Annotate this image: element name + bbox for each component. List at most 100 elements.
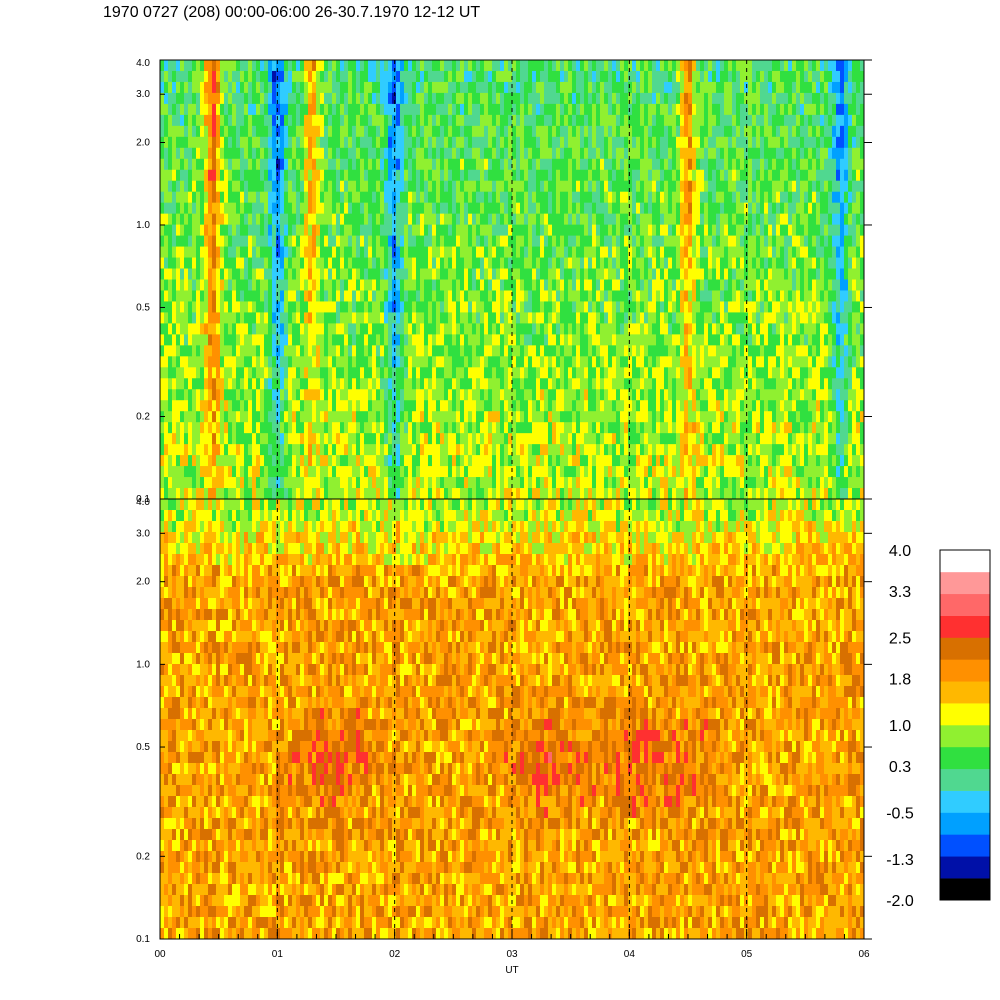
heatmap-cell [376,235,381,247]
heatmap-cell [472,378,477,390]
heatmap-cell [560,125,565,138]
heatmap-cell [580,444,585,456]
heatmap-cell [536,70,541,83]
heatmap-cell [424,81,429,94]
heatmap-cell [324,268,329,280]
heatmap-cell [376,466,381,478]
heatmap-cell [488,312,493,324]
heatmap-cell [260,60,265,72]
heatmap-cell [552,246,557,258]
heatmap-cell [608,422,613,434]
heatmap-cell [468,466,473,478]
heatmap-cell [248,378,253,390]
heatmap-cell [336,488,341,499]
heatmap-cell [440,147,445,160]
heatmap-cell [212,81,217,94]
heatmap-cell [268,367,273,379]
heatmap-cell [280,169,285,182]
heatmap-cell [436,378,441,390]
heatmap-cell [292,279,297,291]
heatmap-cell [212,70,217,83]
heatmap-cell [552,356,557,368]
heatmap-cell [188,158,193,171]
heatmap-cell [332,103,337,116]
heatmap-cell [600,169,605,182]
heatmap-cell [428,103,433,116]
heatmap-cell [416,202,421,215]
heatmap-cell [604,125,609,138]
heatmap-cell [348,169,353,182]
heatmap-cell [428,92,433,105]
heatmap-cell [656,268,661,280]
heatmap-cell [544,411,549,423]
heatmap-cell [200,411,205,423]
heatmap-cell [168,268,173,280]
heatmap-cell [216,389,221,401]
heatmap-cell [240,411,245,423]
heatmap-cell [352,466,357,478]
heatmap-cell [400,191,405,204]
heatmap-cell [560,257,565,269]
heatmap-cell [292,312,297,324]
heatmap-cell [240,312,245,324]
heatmap-cell [544,400,549,412]
heatmap-cell [612,466,617,478]
heatmap-cell [584,356,589,368]
heatmap-cell [604,345,609,357]
heatmap-cell [344,60,349,72]
heatmap-cell [416,477,421,489]
heatmap-cell [632,213,637,226]
heatmap-cell [196,224,201,237]
heatmap-cell [480,125,485,138]
heatmap-cell [528,444,533,456]
heatmap-cell [308,169,313,182]
heatmap-cell [488,268,493,280]
heatmap-cell [256,466,261,478]
heatmap-cell [512,180,517,193]
heatmap-cell [316,301,321,313]
heatmap-cell [284,147,289,160]
heatmap-cell [444,488,449,499]
heatmap-cell [476,257,481,269]
heatmap-cell [536,60,541,72]
heatmap-cell [216,268,221,280]
heatmap-cell [488,191,493,204]
heatmap-cell [588,323,593,335]
heatmap-cell [236,169,241,182]
heatmap-cell [592,411,597,423]
heatmap-cell [600,147,605,160]
heatmap-cell [164,356,169,368]
heatmap-cell [372,202,377,215]
heatmap-cell [564,180,569,193]
heatmap-cell [516,323,521,335]
heatmap-cell [272,400,277,412]
heatmap-cell [408,290,413,302]
heatmap-cell [432,268,437,280]
heatmap-cell [256,422,261,434]
heatmap-cell [396,92,401,105]
heatmap-cell [336,81,341,94]
heatmap-cell [600,60,605,72]
heatmap-cell [540,488,545,499]
heatmap-cell [480,334,485,346]
heatmap-cell [288,367,293,379]
heatmap-cell [396,70,401,83]
heatmap-cell [596,323,601,335]
heatmap-cell [596,400,601,412]
heatmap-cell [516,169,521,182]
heatmap-cell [320,345,325,357]
heatmap-cell [624,477,629,489]
heatmap-cell [268,389,273,401]
heatmap-cell [636,114,641,127]
heatmap-cell [608,191,613,204]
heatmap-cell [244,147,249,160]
heatmap-cell [644,224,649,237]
heatmap-cell [172,191,177,204]
heatmap-cell [340,411,345,423]
heatmap-cell [372,169,377,182]
heatmap-cell [432,389,437,401]
heatmap-cell [548,114,553,127]
heatmap-cell [348,312,353,324]
heatmap-cell [484,488,489,499]
heatmap-cell [180,378,185,390]
